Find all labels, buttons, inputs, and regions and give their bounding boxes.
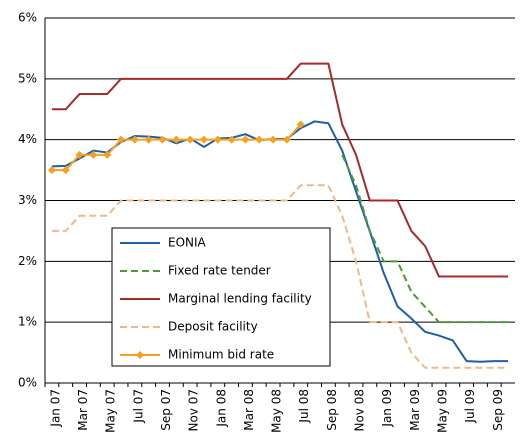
x-tick-label: Sep 09 <box>491 389 505 431</box>
marker <box>199 135 208 144</box>
marker <box>227 135 236 144</box>
x-tick-label: Jul 09 <box>463 389 477 424</box>
x-tick-label: May 08 <box>270 389 284 433</box>
marker <box>241 135 250 144</box>
marker <box>158 135 167 144</box>
x-tick-label: Nov 07 <box>187 389 201 432</box>
legend-box <box>111 227 331 367</box>
legend-label: Marginal lending facility <box>168 292 312 306</box>
y-tick-label: 6% <box>18 11 37 25</box>
marker <box>103 150 112 159</box>
x-tick-label: Jul 07 <box>131 389 145 424</box>
x-tick-label: Mar 07 <box>76 389 90 431</box>
y-tick-label: 2% <box>18 254 37 268</box>
x-tick-label: Jan 08 <box>214 389 228 428</box>
legend-marker <box>136 351 144 359</box>
marker <box>47 166 56 175</box>
marker <box>89 150 98 159</box>
marker <box>186 135 195 144</box>
x-tick-label: Sep 07 <box>159 389 173 431</box>
x-tick-label: May 07 <box>104 389 118 433</box>
marker <box>213 135 222 144</box>
x-tick-label: Mar 09 <box>408 389 422 431</box>
marker <box>130 135 139 144</box>
series-line <box>51 123 302 172</box>
marker <box>144 135 153 144</box>
x-tick-label: Jul 08 <box>297 389 311 424</box>
x-tick-label: May 09 <box>435 389 449 433</box>
marker <box>172 135 181 144</box>
marker <box>75 150 84 159</box>
marker <box>61 166 70 175</box>
legend-label: EONIA <box>168 236 207 250</box>
legend-label: Minimum bid rate <box>168 348 274 362</box>
series-line <box>51 62 509 278</box>
y-tick-label: 5% <box>18 71 37 85</box>
marker <box>255 135 264 144</box>
marker <box>269 135 278 144</box>
x-tick-label: Jan 07 <box>48 389 62 428</box>
x-tick-label: Jan 09 <box>380 389 394 428</box>
y-tick-label: 4% <box>18 132 37 146</box>
x-tick-label: Nov 08 <box>353 389 367 432</box>
marker <box>296 120 305 129</box>
marker <box>117 135 126 144</box>
x-tick-label: Mar 08 <box>242 389 256 431</box>
legend-label: Deposit facility <box>168 320 258 334</box>
y-tick-label: 1% <box>18 315 37 329</box>
x-tick-label: Sep 08 <box>325 389 339 431</box>
series-line <box>341 154 509 324</box>
series-line <box>51 184 509 369</box>
legend-label: Fixed rate tender <box>168 264 271 278</box>
y-tick-label: 3% <box>18 193 37 207</box>
y-tick-label: 0% <box>18 376 37 390</box>
marker <box>282 135 291 144</box>
legend: EONIA Fixed rate tender Marginal lending f… <box>111 227 331 367</box>
